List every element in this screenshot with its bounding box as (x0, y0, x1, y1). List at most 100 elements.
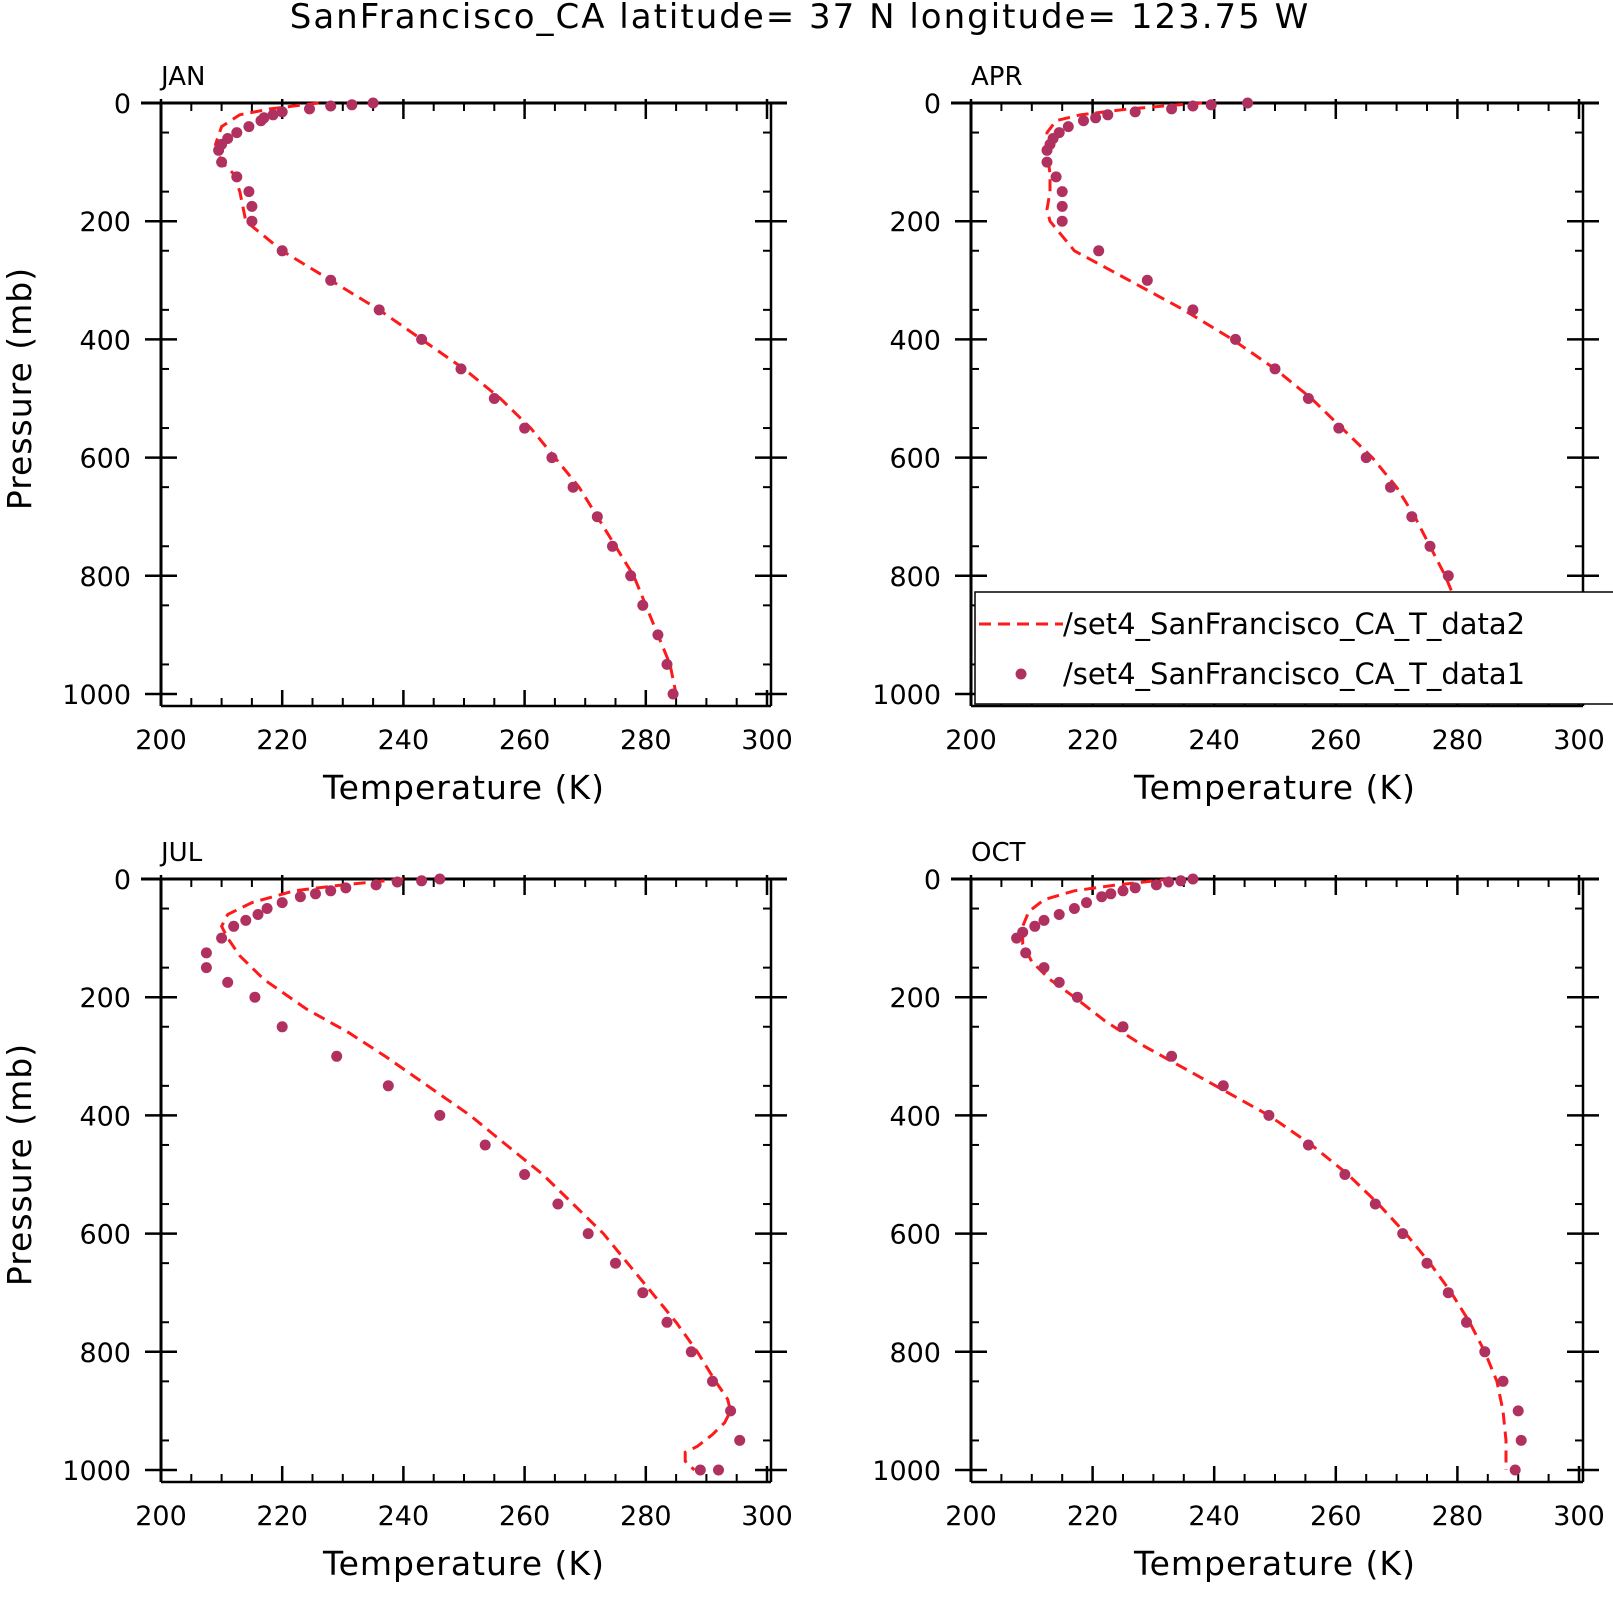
y-tick-label: 800 (889, 562, 941, 593)
y-tick-label: 800 (79, 1338, 131, 1369)
data-point-data1 (1038, 914, 1050, 926)
x-tick-label: 260 (499, 725, 551, 756)
data-point-data1 (1497, 1375, 1509, 1387)
x-tick-label: 300 (1553, 725, 1605, 756)
data-point-data1 (607, 540, 618, 552)
y-tick-label: 600 (79, 1220, 131, 1251)
y-axis-label: Pressure (mb) (0, 1043, 39, 1286)
data-point-data1 (276, 1021, 288, 1033)
y-tick-label: 600 (79, 444, 131, 475)
data-point-data1 (1205, 99, 1217, 111)
data-point-data1 (1187, 100, 1199, 112)
data-point-data1 (340, 882, 352, 894)
data-point-data1 (1515, 1434, 1527, 1446)
data-point-data1 (725, 1405, 737, 1417)
x-tick-label: 300 (741, 1501, 793, 1532)
data-point-data1 (707, 1375, 718, 1387)
x-tick-label: 200 (135, 725, 187, 756)
data-point-data1 (661, 658, 673, 670)
data-point-data1 (519, 1169, 531, 1180)
data-point-data1 (1117, 1021, 1129, 1033)
panel-label: OCT (971, 838, 1026, 868)
data-point-data1 (1269, 363, 1281, 375)
data-point-data1 (1105, 888, 1117, 900)
y-tick-label: 600 (889, 1220, 941, 1251)
legend-entry-data1: /set4_SanFrancisco_CA_T_data1 (1063, 657, 1525, 691)
x-tick-label: 200 (945, 725, 997, 756)
x-tick-label: 280 (620, 1501, 672, 1532)
y-tick-label: 0 (114, 89, 131, 120)
data-point-data1 (294, 891, 306, 903)
data-point-data1 (325, 274, 337, 286)
data-point-data1 (1056, 215, 1068, 227)
data-point-data1 (661, 1316, 673, 1328)
data-point-data1 (1360, 452, 1372, 464)
data-point-data1 (310, 888, 321, 900)
data-point-data1 (416, 875, 428, 887)
data-point-data1 (552, 1198, 564, 1210)
x-tick-label: 300 (1553, 1501, 1605, 1532)
data-point-data1 (325, 885, 337, 897)
data-point-data1 (1369, 1198, 1381, 1210)
data-point-data1 (1339, 1169, 1351, 1180)
data-point-data1 (346, 99, 358, 111)
data-point-data1 (370, 879, 382, 891)
y-tick-label: 600 (889, 444, 941, 475)
y-tick-label: 400 (79, 1101, 131, 1132)
data-point-data1 (582, 1228, 594, 1240)
data-point-data1 (1166, 103, 1178, 115)
data-point-data1 (216, 156, 228, 168)
data-point-data1 (1163, 876, 1175, 888)
series-line-data2 (1045, 101, 1490, 695)
data-point-data1 (1406, 511, 1418, 523)
data-point-data1 (261, 903, 273, 914)
data-point-data1 (667, 688, 679, 700)
data-point-data1 (367, 97, 379, 109)
y-tick-label: 1000 (872, 1456, 941, 1487)
data-point-data1 (243, 121, 255, 133)
data-point-data1 (1093, 245, 1105, 257)
x-tick-label: 280 (1432, 725, 1484, 756)
panel-label: APR (971, 62, 1023, 92)
x-tick-label: 200 (135, 1501, 187, 1532)
data-point-data1 (1053, 909, 1065, 920)
legend: /set4_SanFrancisco_CA_T_data2/set4_SanFr… (974, 591, 1613, 705)
y-tick-label: 800 (889, 1338, 941, 1369)
y-tick-label: 1000 (62, 1456, 131, 1487)
data-point-data1 (1068, 903, 1080, 914)
y-tick-label: 200 (79, 983, 131, 1014)
x-tick-label: 260 (499, 1501, 551, 1532)
data-point-data1 (1102, 109, 1114, 121)
data-point-data1 (200, 962, 212, 974)
y-tick-label: 400 (79, 325, 131, 356)
data-point-data1 (1038, 962, 1050, 974)
y-tick-label: 1000 (62, 680, 131, 711)
data-point-data1 (373, 304, 385, 316)
data-point-data1 (1150, 879, 1162, 891)
y-tick-label: 400 (889, 1101, 941, 1132)
x-axis-label: Temperature (K) (322, 1544, 605, 1583)
data-point-data1 (1242, 97, 1254, 109)
y-tick-label: 1000 (872, 680, 941, 711)
data-point-data1 (567, 481, 579, 493)
data-point-data1 (694, 1464, 706, 1476)
x-tick-label: 240 (378, 725, 430, 756)
data-point-data1 (455, 363, 467, 375)
x-tick-label: 240 (1188, 1501, 1240, 1532)
y-tick-label: 0 (114, 865, 131, 896)
figure-title: SanFrancisco_CA latitude= 37 N longitude… (290, 0, 1311, 37)
data-point-data1 (1090, 112, 1102, 124)
x-axis-label: Temperature (K) (1133, 768, 1416, 807)
data-point-data1 (252, 909, 264, 920)
data-point-data1 (734, 1434, 746, 1446)
x-tick-label: 200 (945, 1501, 997, 1532)
data-point-data1 (246, 215, 258, 227)
data-point-data1 (1050, 171, 1062, 183)
data-point-data1 (1187, 304, 1199, 316)
y-axis-label: Pressure (mb) (0, 267, 39, 510)
x-tick-label: 220 (256, 725, 308, 756)
